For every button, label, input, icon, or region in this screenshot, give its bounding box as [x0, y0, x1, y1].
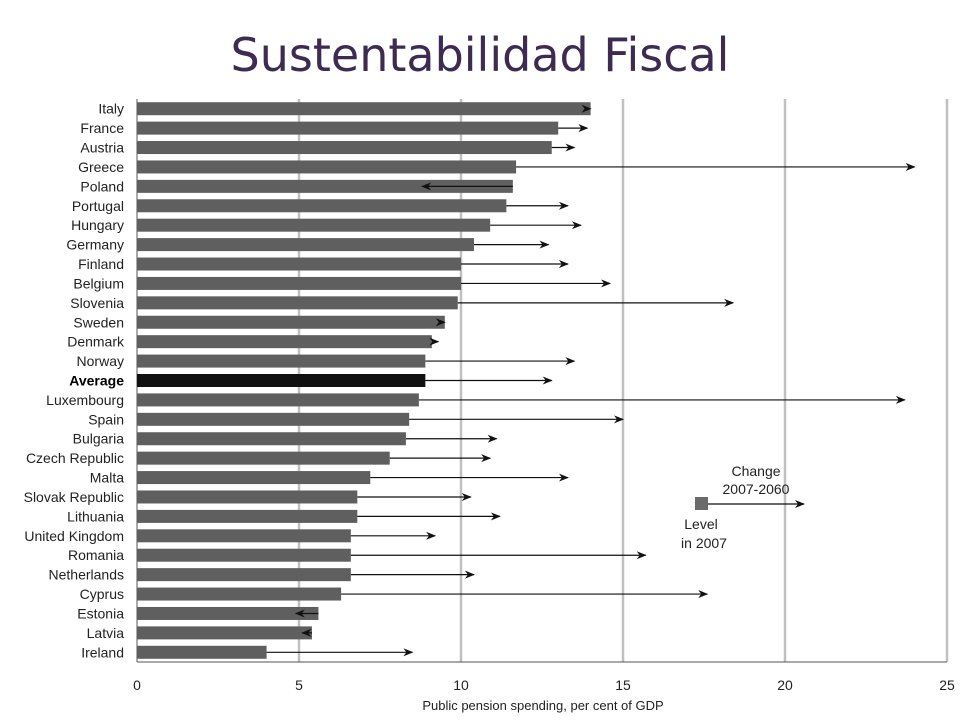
- bar-greece: [137, 160, 517, 174]
- category-label-ireland: Ireland: [81, 644, 124, 660]
- x-tick-10: 10: [453, 677, 469, 693]
- bars: [137, 102, 591, 659]
- category-label-finland: Finland: [78, 256, 124, 272]
- x-tick-0: 0: [133, 677, 141, 693]
- bar-united-kingdom: [137, 529, 351, 543]
- bar-lithuania: [137, 509, 358, 523]
- legend-level-label-line2: in 2007: [681, 535, 727, 551]
- change-arrows: [266, 104, 916, 657]
- bar-italy: [137, 102, 591, 116]
- bar-slovak-republic: [137, 490, 358, 504]
- bar-estonia: [137, 606, 319, 620]
- category-label-united-kingdom: United Kingdom: [24, 528, 124, 544]
- bar-sweden: [137, 315, 445, 329]
- bar-france: [137, 121, 559, 135]
- bar-ireland: [137, 645, 267, 659]
- bar-latvia: [137, 626, 312, 640]
- bar-finland: [137, 257, 461, 271]
- bar-cyprus: [137, 587, 342, 601]
- x-tick-20: 20: [777, 677, 793, 693]
- category-label-germany: Germany: [66, 237, 124, 253]
- bar-austria: [137, 141, 552, 155]
- category-label-estonia: Estonia: [77, 605, 124, 621]
- category-label-greece: Greece: [78, 159, 124, 175]
- x-tick-labels: 0 5 10 15 20 25: [133, 677, 955, 693]
- category-label-portugal: Portugal: [72, 198, 124, 214]
- bar-malta: [137, 471, 371, 485]
- legend-level-label-line1: Level: [684, 516, 717, 532]
- category-label-luxembourg: Luxembourg: [46, 392, 124, 408]
- category-label-czech-republic: Czech Republic: [26, 450, 124, 466]
- category-label-bulgaria: Bulgaria: [73, 431, 125, 447]
- legend-change-label-line2: 2007-2060: [723, 481, 790, 497]
- x-tick-5: 5: [295, 677, 303, 693]
- arrow-sweden: [435, 318, 446, 327]
- legend-change-label-line1: Change: [731, 463, 780, 479]
- bar-germany: [137, 238, 474, 252]
- category-label-average: Average: [69, 373, 124, 389]
- category-label-spain: Spain: [88, 411, 124, 427]
- arrow-italy: [581, 104, 592, 113]
- category-label-norway: Norway: [77, 353, 124, 369]
- page-title: Sustentabilidad Fiscal: [230, 28, 730, 82]
- bar-spain: [137, 412, 410, 426]
- category-label-lithuania: Lithuania: [67, 508, 124, 524]
- x-tick-15: 15: [615, 677, 631, 693]
- category-label-netherlands: Netherlands: [49, 567, 125, 583]
- category-label-romania: Romania: [68, 547, 124, 563]
- x-axis-label: Public pension spending, per cent of GDP: [422, 698, 663, 713]
- bar-norway: [137, 354, 426, 368]
- category-label-france: France: [80, 120, 124, 136]
- bar-romania: [137, 548, 351, 562]
- category-label-latvia: Latvia: [87, 625, 125, 641]
- bar-netherlands: [137, 568, 351, 582]
- category-label-malta: Malta: [90, 470, 124, 486]
- bar-czech-republic: [137, 451, 390, 465]
- bar-denmark: [137, 335, 432, 349]
- category-label-austria: Austria: [80, 140, 124, 156]
- bar-belgium: [137, 276, 461, 290]
- category-label-cyprus: Cyprus: [80, 586, 124, 602]
- category-label-slovak-republic: Slovak Republic: [24, 489, 124, 505]
- category-label-sweden: Sweden: [73, 314, 124, 330]
- category-label-hungary: Hungary: [71, 217, 124, 233]
- x-tick-25: 25: [939, 677, 955, 693]
- category-label-denmark: Denmark: [67, 334, 125, 350]
- category-label-italy: Italy: [98, 101, 124, 117]
- bar-hungary: [137, 218, 491, 232]
- category-label-belgium: Belgium: [73, 275, 124, 291]
- category-label-slovenia: Slovenia: [70, 295, 124, 311]
- bar-average: [137, 374, 426, 387]
- bar-portugal: [137, 199, 507, 213]
- legend-level-swatch: [695, 497, 708, 510]
- bar-slovenia: [137, 296, 458, 310]
- bar-poland: [137, 179, 513, 193]
- legend: Change 2007-2060 Level in 2007: [681, 463, 805, 551]
- category-labels: Italy France Austria Greece Poland Portugal Hu…: [24, 101, 125, 661]
- bar-bulgaria: [137, 432, 406, 446]
- category-label-poland: Poland: [80, 178, 124, 194]
- bar-luxembourg: [137, 393, 419, 407]
